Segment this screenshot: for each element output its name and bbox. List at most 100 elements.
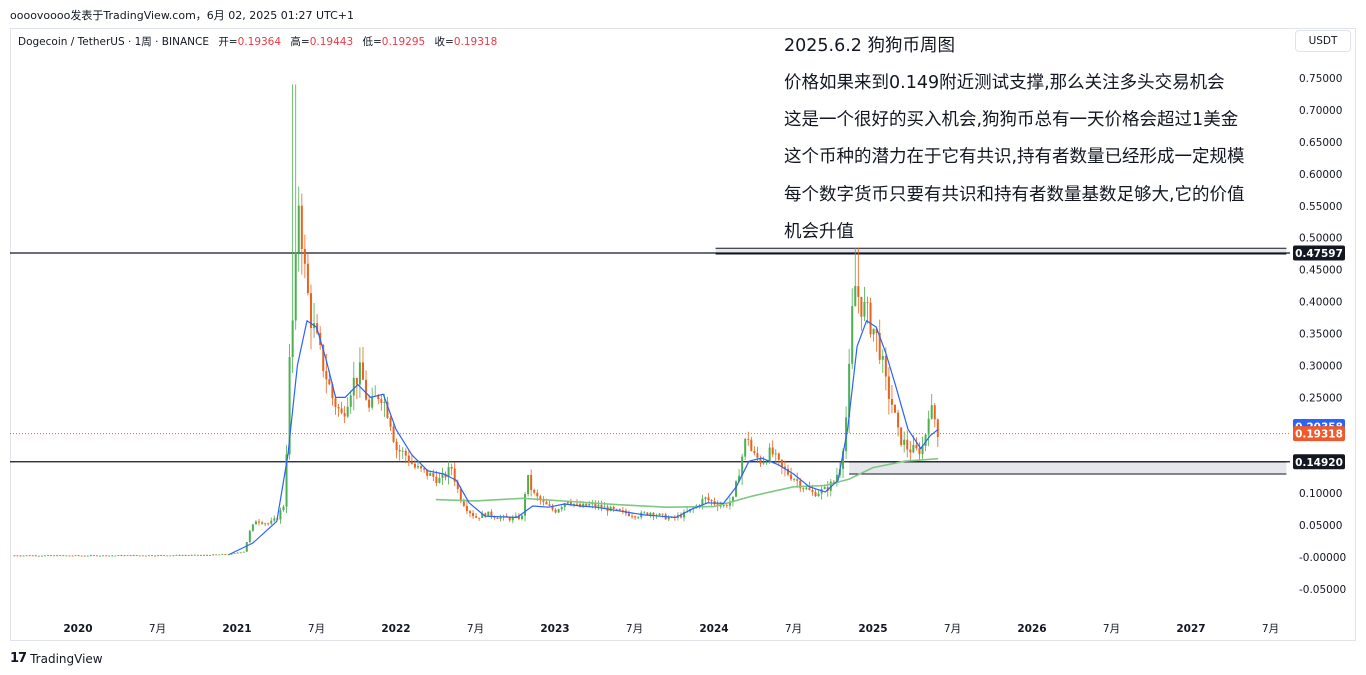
candle-body-55 xyxy=(181,555,184,557)
candle-body-196 xyxy=(612,506,615,509)
candle-body-184 xyxy=(576,503,579,505)
candle-body-70 xyxy=(227,554,230,556)
candle-body-246 xyxy=(765,462,768,463)
candle-body-94 xyxy=(300,205,303,249)
candle-body-170 xyxy=(533,489,536,493)
candle-body-198 xyxy=(618,509,621,511)
candle-body-245 xyxy=(762,462,765,464)
candle-body-124 xyxy=(392,426,395,442)
current-price-tag-label: 0.19318 xyxy=(1295,429,1343,441)
candle-body-128 xyxy=(404,450,407,456)
candle-body-301 xyxy=(933,405,936,420)
candle-body-258 xyxy=(802,488,805,490)
candle-body-36 xyxy=(123,555,126,557)
candle-body-85 xyxy=(273,518,276,521)
candle-body-90 xyxy=(288,357,291,455)
candle-body-64 xyxy=(209,555,212,556)
candle-body-286 xyxy=(887,376,890,400)
candle-body-115 xyxy=(365,379,368,400)
candle-body-248 xyxy=(771,447,774,455)
candle-body-50 xyxy=(166,555,169,557)
note-line-6: 机会升值 xyxy=(784,222,854,242)
candle-body-169 xyxy=(530,474,533,490)
candle-body-287 xyxy=(890,399,893,405)
candle-body-72 xyxy=(233,552,236,554)
candle-body-93 xyxy=(297,205,300,253)
candle-body-285 xyxy=(884,355,887,377)
candle-body-81 xyxy=(261,522,264,524)
candle-body-37 xyxy=(126,555,129,557)
candle-body-148 xyxy=(465,505,468,512)
brand-label: TradingView xyxy=(30,651,103,666)
candle-body-273 xyxy=(848,363,851,418)
candle-body-201 xyxy=(627,513,630,516)
candle-body-208 xyxy=(649,512,652,516)
candle-body-144 xyxy=(453,468,456,482)
tradingview-brand[interactable]: 17 TradingView xyxy=(10,651,103,666)
candle-body-288 xyxy=(894,404,897,413)
candle-body-239 xyxy=(744,438,747,457)
candle-body-92 xyxy=(294,252,297,321)
candle-body-172 xyxy=(539,496,542,501)
current-price-tag-bg xyxy=(1293,426,1345,442)
candle-body-9 xyxy=(40,555,43,557)
close-label: 收= xyxy=(434,36,454,48)
candle-body-109 xyxy=(346,406,349,417)
candle-body-177 xyxy=(554,509,557,513)
candle-body-68 xyxy=(221,554,224,555)
y-tick-label-8: 0.35000 xyxy=(1299,329,1342,341)
candle-body-79 xyxy=(254,521,257,525)
candle-body-298 xyxy=(924,434,927,446)
candle-body-95 xyxy=(303,248,306,264)
candle-body-35 xyxy=(120,555,123,557)
high-value: 0.19443 xyxy=(309,36,354,48)
candle-body-129 xyxy=(407,455,410,463)
candle-body-269 xyxy=(835,474,838,482)
candle-body-61 xyxy=(199,555,202,556)
candle-body-236 xyxy=(735,481,738,497)
candle-body-63 xyxy=(206,554,209,556)
candle-body-186 xyxy=(582,503,585,507)
candle-body-295 xyxy=(915,444,918,449)
candle-body-134 xyxy=(423,468,426,470)
candle-body-34 xyxy=(117,555,120,557)
candle-body-237 xyxy=(738,475,741,482)
candle-body-53 xyxy=(175,554,178,556)
candle-body-166 xyxy=(520,515,523,520)
candle-body-74 xyxy=(239,552,242,554)
publisher-line: oooovoooo发表于TradingView.com，6月 02, 2025 … xyxy=(10,9,354,22)
level-price-tag-1-label: 0.14920 xyxy=(1295,457,1343,469)
candle-body-255 xyxy=(793,479,796,481)
candle-body-73 xyxy=(236,552,239,554)
candle-body-69 xyxy=(224,554,227,555)
candle-body-17 xyxy=(65,555,68,557)
candle-body-84 xyxy=(270,520,273,524)
candle-body-108 xyxy=(343,413,346,417)
candle-body-175 xyxy=(548,504,551,506)
candle-body-67 xyxy=(218,554,221,556)
currency-selector-button[interactable]: USDT xyxy=(1295,30,1351,52)
candle-body-297 xyxy=(921,445,924,455)
x-tick-label-1: 7月 xyxy=(149,623,166,635)
candle-body-44 xyxy=(147,555,150,557)
candle-body-45 xyxy=(150,555,153,557)
candle-body-283 xyxy=(878,333,881,360)
candle-body-66 xyxy=(215,554,218,556)
x-tick-label-4: 2022 xyxy=(381,623,410,635)
x-tick-label-13: 7月 xyxy=(1103,623,1120,635)
candle-body-271 xyxy=(842,451,845,469)
candle-body-54 xyxy=(178,554,181,556)
candle-body-231 xyxy=(719,505,722,507)
candle-body-26 xyxy=(92,555,95,557)
candle-body-16 xyxy=(62,555,65,557)
note-line-4: 这个币种的潜力在于它有共识,持有者数量已经形成一定规模 xyxy=(784,147,1245,167)
open-value: 0.19364 xyxy=(237,36,282,48)
candle-body-5 xyxy=(28,555,31,557)
candle-body-78 xyxy=(251,524,254,531)
candle-body-8 xyxy=(37,555,40,557)
candle-body-149 xyxy=(468,511,471,514)
candle-body-178 xyxy=(557,509,560,513)
x-tick-label-5: 7月 xyxy=(467,623,484,635)
candle-body-132 xyxy=(417,466,420,468)
